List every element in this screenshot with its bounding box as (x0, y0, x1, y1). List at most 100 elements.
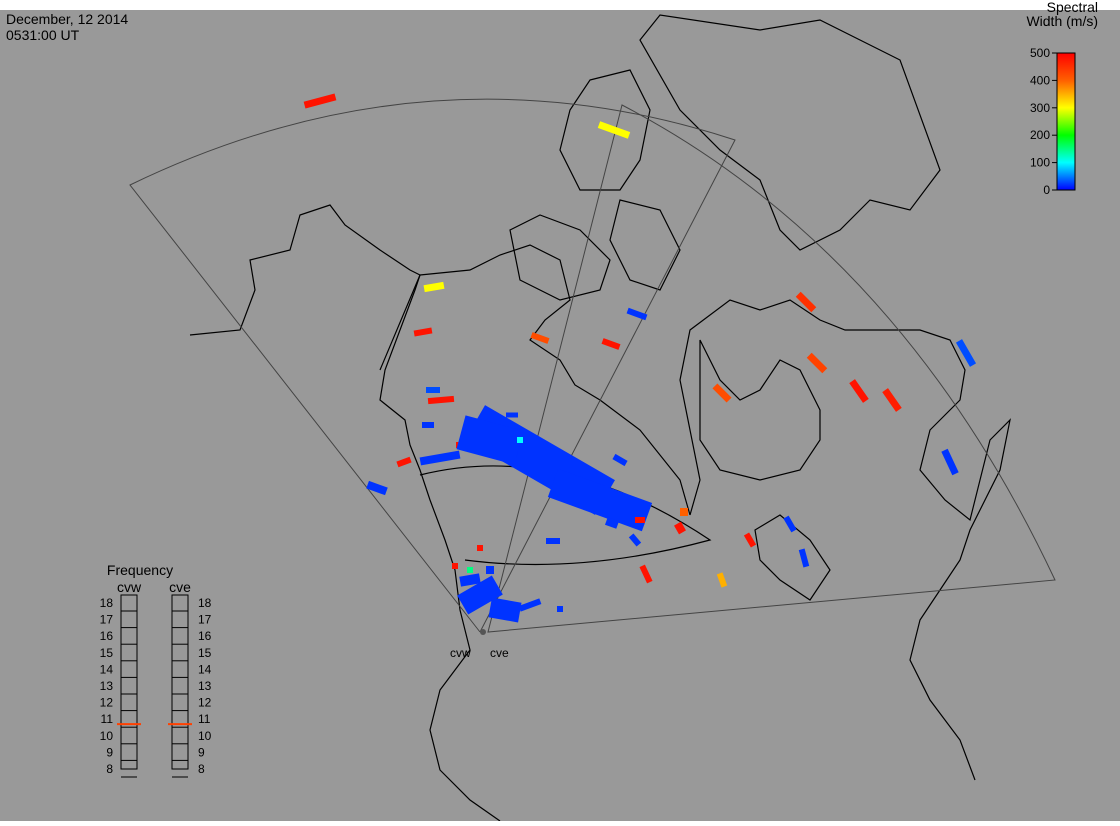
echo-cell (547, 468, 653, 532)
fov-cve (487, 104, 1056, 633)
colorbar (1056, 52, 1076, 191)
frequency-panel: cvw 8 9 10 11 12 13 14 15 16 17 18 cve 8 9 10 11 12 13 14 15… (100, 579, 212, 778)
frequency-title: Frequency (107, 562, 173, 578)
frequency-tick-label: 13 (198, 679, 212, 693)
echo-cell (712, 383, 732, 403)
echo-cell (639, 564, 653, 584)
time-label: 0531:00 UT (6, 27, 80, 43)
echo-cell (612, 453, 628, 467)
echo-cell (303, 93, 337, 109)
border (379, 274, 421, 371)
station-label: cvw (450, 646, 471, 660)
colorbar-title: Width (m/s) (1026, 13, 1098, 29)
echo-cell (680, 508, 688, 516)
coastline (609, 199, 681, 291)
echo-cell (366, 480, 388, 496)
echo-cell (426, 387, 440, 393)
echo-cell (530, 332, 550, 344)
colorbar-ticks: 0 100 200 300 400 500 (1030, 46, 1057, 197)
echo-cell (743, 532, 757, 548)
frequency-tick-label: 12 (100, 696, 114, 710)
echo-cell (452, 563, 458, 569)
coastline (189, 204, 501, 822)
background (0, 10, 1120, 821)
echo-cell (486, 566, 494, 574)
colorbar-tick-label: 400 (1030, 73, 1050, 87)
fov-cvw (129, 98, 736, 633)
frequency-tick-label: 15 (198, 646, 212, 660)
echo-cell (457, 575, 503, 615)
frequency-tick-label: 11 (198, 712, 211, 726)
echo-cell (849, 379, 869, 403)
frequency-tick-label: 18 (100, 596, 114, 610)
echo-cell (674, 521, 686, 535)
echo-cell (806, 352, 828, 374)
echo-cell (477, 545, 483, 551)
echo-cell (597, 121, 631, 139)
echo-cell (517, 437, 523, 443)
echo-cell (546, 538, 560, 544)
coastline (699, 339, 821, 481)
echo-cell (413, 327, 433, 337)
coastline (509, 214, 611, 301)
echo-cell (419, 450, 461, 466)
frequency-column (171, 594, 189, 770)
frequency-tick-label: 11 (101, 712, 114, 726)
echo-cell (467, 567, 473, 573)
frequency-tick-label: 16 (198, 629, 212, 643)
frequency-tick-label: 17 (198, 613, 212, 627)
colorbar-tick-label: 300 (1030, 101, 1050, 115)
echo-layer (303, 93, 977, 623)
echo-cell (518, 598, 542, 612)
echo-cell (422, 422, 434, 428)
echo-cell (506, 412, 518, 418)
coastline (559, 69, 651, 191)
echo-cell (628, 533, 642, 547)
echo-cell (626, 307, 648, 321)
echo-cell (795, 291, 817, 313)
frequency-tick-label: 9 (198, 745, 205, 759)
border (419, 465, 712, 566)
coastlines (189, 14, 1011, 822)
frequency-tick-label: 15 (100, 646, 114, 660)
coastline (679, 299, 1011, 781)
echo-cell (604, 517, 620, 529)
echo-cell (396, 456, 412, 468)
frequency-tick-label: 10 (100, 729, 114, 743)
echo-cell (557, 606, 563, 612)
field-of-view (129, 98, 1056, 633)
echo-cell (798, 548, 810, 568)
colorbar-tick-label: 200 (1030, 128, 1050, 142)
frequency-tick-label: 8 (106, 762, 113, 776)
echo-cell (427, 395, 455, 405)
coastline (419, 244, 691, 516)
echo-cell (488, 597, 522, 623)
radar-name: cve (169, 579, 191, 595)
radar-name: cvw (117, 579, 142, 595)
colorbar-title: Spectral (1047, 0, 1098, 15)
frequency-column (120, 594, 138, 770)
radar-site (480, 629, 486, 635)
date-label: December, 12 2014 (6, 11, 128, 27)
echo-cell (882, 388, 902, 412)
echo-cell (459, 573, 481, 587)
frequency-tick-label: 17 (100, 613, 114, 627)
echo-cell (783, 515, 797, 533)
echo-cell (955, 339, 977, 367)
echo-cell (716, 572, 728, 588)
station-label: cve (490, 646, 509, 660)
frequency-tick-label: 12 (198, 696, 212, 710)
coastline (639, 14, 941, 251)
frequency-tick-label: 10 (198, 729, 212, 743)
frequency-tick-label: 14 (198, 662, 212, 676)
colorbar-tick-label: 0 (1043, 183, 1050, 197)
echo-cell (941, 448, 959, 476)
frequency-tick-label: 8 (198, 762, 205, 776)
colorbar-tick-label: 100 (1030, 156, 1050, 170)
frequency-tick-label: 14 (100, 662, 114, 676)
frequency-tick-label: 13 (100, 679, 114, 693)
echo-cell (423, 281, 445, 293)
frequency-tick-label: 18 (198, 596, 212, 610)
echo-cell (601, 338, 621, 350)
